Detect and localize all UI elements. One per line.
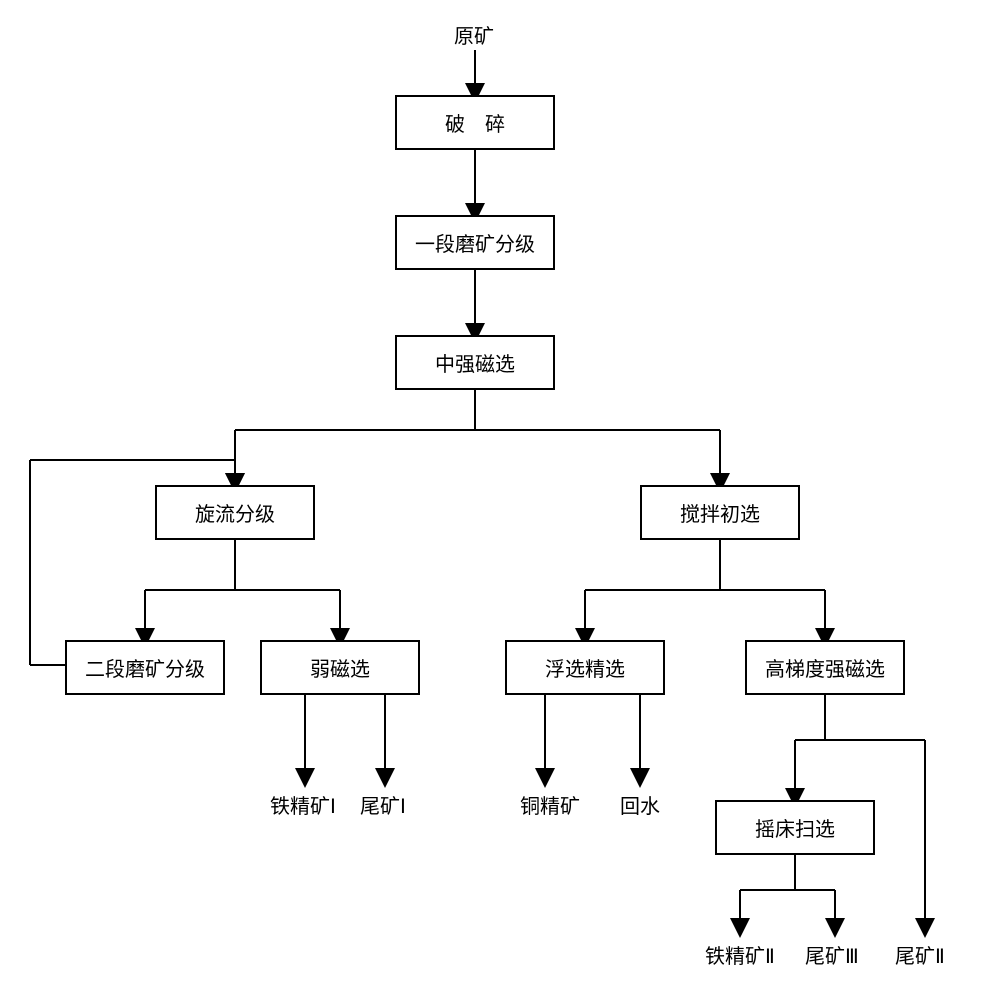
node-midmag-text: 中强磁选 <box>435 348 515 377</box>
label-water: 回水 <box>620 790 660 819</box>
node-weakmag: 弱磁选 <box>260 640 420 695</box>
node-grind2-text: 二段磨矿分级 <box>85 653 205 682</box>
node-grind1-text: 一段磨矿分级 <box>415 228 535 257</box>
node-raw: 原矿 <box>444 20 504 49</box>
node-midmag: 中强磁选 <box>395 335 555 390</box>
node-crush-text: 破 碎 <box>445 108 505 137</box>
node-flot-text: 浮选精选 <box>545 653 625 682</box>
label-fe2: 铁精矿Ⅱ <box>705 940 775 969</box>
node-cyclone: 旋流分级 <box>155 485 315 540</box>
node-shake-text: 摇床扫选 <box>755 813 835 842</box>
label-t2: 尾矿Ⅱ <box>895 940 945 969</box>
label-t1: 尾矿Ⅰ <box>360 790 406 819</box>
node-highmag: 高梯度强磁选 <box>745 640 905 695</box>
node-cyclone-text: 旋流分级 <box>195 498 275 527</box>
node-weakmag-text: 弱磁选 <box>310 653 370 682</box>
node-grind1: 一段磨矿分级 <box>395 215 555 270</box>
node-grind2: 二段磨矿分级 <box>65 640 225 695</box>
label-cu: 铜精矿 <box>520 790 580 819</box>
node-stir: 搅拌初选 <box>640 485 800 540</box>
label-t3: 尾矿Ⅲ <box>805 940 859 969</box>
node-raw-text: 原矿 <box>454 26 494 48</box>
node-highmag-text: 高梯度强磁选 <box>765 653 885 682</box>
node-flot: 浮选精选 <box>505 640 665 695</box>
label-fe1: 铁精矿Ⅰ <box>270 790 336 819</box>
node-shake: 摇床扫选 <box>715 800 875 855</box>
node-stir-text: 搅拌初选 <box>680 498 760 527</box>
node-crush: 破 碎 <box>395 95 555 150</box>
